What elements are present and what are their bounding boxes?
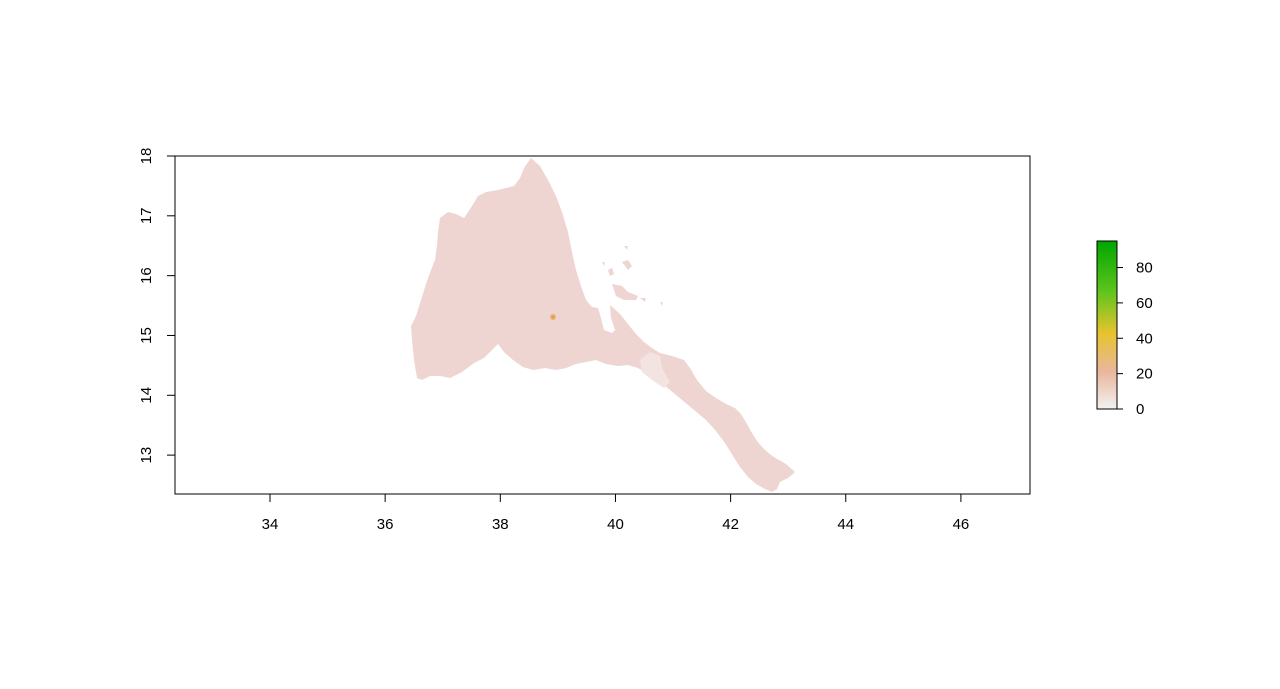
legend-tick-label: 80 — [1136, 260, 1153, 277]
y-tick-label: 18 — [138, 148, 155, 165]
map-region — [411, 158, 795, 492]
y-tick-label: 16 — [138, 267, 155, 284]
x-axis: 34 36 38 40 42 44 46 — [262, 494, 970, 533]
legend-tick-label: 40 — [1136, 330, 1153, 347]
y-axis: 13 14 15 16 17 18 — [138, 148, 175, 464]
x-tick-label: 46 — [953, 516, 970, 533]
mainland-shape — [411, 158, 795, 492]
legend-ticks: 0 20 40 60 80 — [1117, 260, 1153, 418]
y-tick-label: 17 — [138, 207, 155, 224]
color-legend: 0 20 40 60 80 — [1096, 240, 1153, 418]
legend-tick-label: 0 — [1136, 401, 1144, 418]
legend-color-bar — [1096, 240, 1118, 410]
x-tick-label: 44 — [837, 516, 854, 533]
x-tick-label: 38 — [492, 516, 509, 533]
legend-tick-label: 60 — [1136, 295, 1153, 312]
islands — [602, 246, 663, 306]
plot-frame — [174, 155, 1031, 495]
highland-hotspot-core — [551, 315, 555, 319]
y-tick-label: 15 — [138, 327, 155, 344]
x-tick-label: 42 — [722, 516, 739, 533]
x-tick-label: 36 — [377, 516, 394, 533]
x-tick-label: 34 — [262, 516, 279, 533]
coastal-light-patch — [640, 352, 670, 388]
x-tick-label: 40 — [607, 516, 624, 533]
y-tick-label: 13 — [138, 447, 155, 464]
legend-tick-label: 20 — [1136, 366, 1153, 383]
y-tick-label: 14 — [138, 387, 155, 404]
